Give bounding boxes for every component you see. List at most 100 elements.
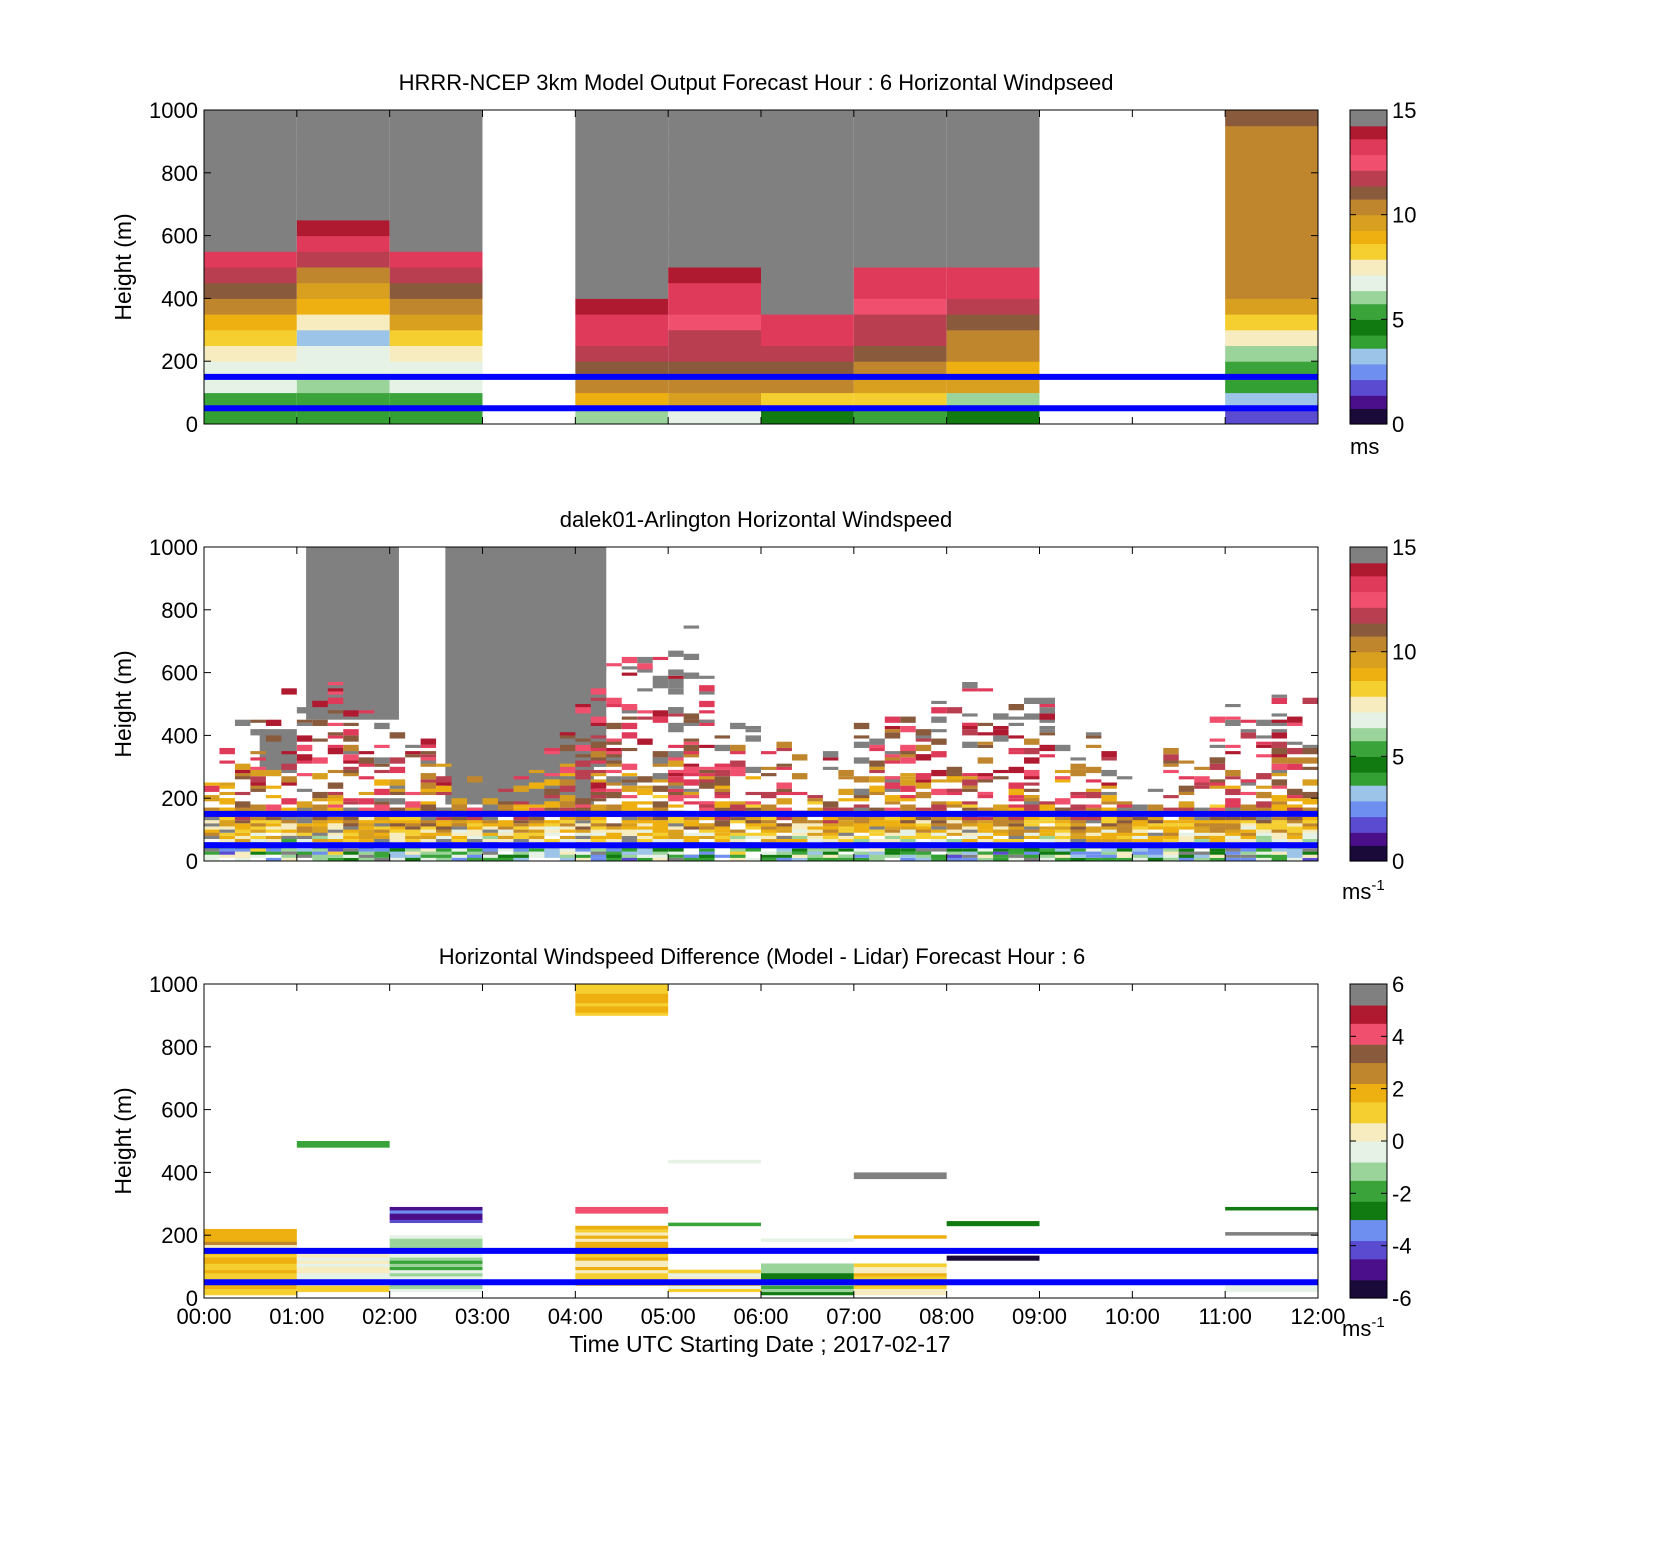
- heatmap-cell: [884, 760, 901, 764]
- heatmap-cell: [1271, 823, 1288, 827]
- colorbar-swatch: [1350, 376, 1387, 381]
- heatmap-cell: [575, 172, 669, 189]
- heatmap-cell: [652, 820, 669, 827]
- heatmap-cell: [761, 1288, 854, 1293]
- colorbar-swatch: [1350, 384, 1387, 388]
- heatmap-cell: [900, 757, 916, 764]
- heatmap-cell: [699, 710, 715, 714]
- heatmap-cell: [1302, 779, 1318, 786]
- heatmap-cell: [853, 857, 870, 861]
- heatmap-cell: [1024, 782, 1040, 786]
- heatmap-cell: [699, 801, 715, 805]
- heatmap-cell: [1039, 744, 1055, 748]
- heatmap-cell: [575, 826, 591, 830]
- heatmap-cell: [544, 826, 560, 830]
- heatmap-cell: [467, 807, 483, 811]
- heatmap-cell: [374, 851, 390, 858]
- heatmap-cell: [884, 754, 901, 758]
- x-tick-label: 05:00: [641, 1304, 696, 1329]
- heatmap-cell: [668, 669, 684, 676]
- heatmap-cell: [606, 722, 622, 730]
- heatmap-cell: [761, 188, 854, 205]
- heatmap-cell: [1209, 782, 1226, 786]
- colorbar-tick-label: -4: [1392, 1234, 1412, 1259]
- heatmap-cell: [296, 1263, 390, 1267]
- colorbar-swatch: [1350, 761, 1387, 765]
- colorbar-swatch: [1350, 714, 1387, 718]
- heatmap-cell: [389, 235, 483, 252]
- colorbar-swatch: [1350, 188, 1387, 192]
- heatmap-cell: [420, 817, 437, 821]
- heatmap-cell: [1302, 807, 1318, 811]
- heatmap-cell: [1101, 751, 1117, 758]
- heatmap-cell: [312, 820, 328, 824]
- colorbar-swatch: [1350, 1002, 1387, 1006]
- heatmap-cell: [327, 697, 344, 704]
- heatmap-cell: [853, 722, 870, 730]
- colorbar-swatch: [1350, 1112, 1387, 1116]
- colorbar-swatch: [1350, 845, 1387, 849]
- heatmap-cell: [575, 738, 591, 742]
- y-tick-label: 1000: [149, 98, 198, 123]
- heatmap-cell: [962, 829, 978, 833]
- heatmap-cell: [389, 251, 483, 268]
- heatmap-cell: [946, 408, 1040, 424]
- heatmap-cell: [683, 832, 700, 836]
- colorbar-swatch: [1350, 795, 1387, 799]
- heatmap-cell: [343, 729, 359, 736]
- colorbar-swatch: [1350, 1287, 1387, 1291]
- colorbar-swatch: [1350, 219, 1387, 224]
- heatmap-cell: [389, 267, 483, 284]
- heatmap-cell: [250, 769, 266, 777]
- colorbar-swatch: [1350, 1130, 1387, 1134]
- colorbar-swatch: [1350, 1290, 1387, 1294]
- heatmap-cell: [761, 857, 777, 861]
- colorbar-swatch: [1350, 136, 1387, 140]
- x-ticks: [203, 110, 1319, 424]
- colorbar-swatch: [1350, 1025, 1387, 1030]
- heatmap-cell: [1271, 839, 1288, 843]
- colorbar-swatch: [1350, 178, 1387, 182]
- heatmap-cell: [761, 851, 777, 855]
- heatmap-cell: [962, 779, 978, 786]
- heatmap-cell: [575, 141, 669, 158]
- heatmap-cell: [544, 801, 560, 808]
- x-axis-label: Time UTC Starting Date ; 2017-02-17: [569, 1331, 950, 1357]
- heatmap-cell: [389, 807, 406, 811]
- heatmap-cell: [637, 832, 653, 836]
- heatmap-cell: [946, 110, 1040, 127]
- heatmap-cell: [405, 744, 421, 748]
- heatmap-cell: [389, 219, 483, 237]
- heatmap-cell: [296, 392, 390, 409]
- heatmap-cell: [761, 751, 777, 755]
- heatmap-cell: [1101, 807, 1117, 811]
- colorbar-swatch: [1350, 230, 1387, 234]
- heatmap-cell: [575, 251, 669, 268]
- colorbar-swatch: [1350, 319, 1387, 323]
- colorbar-swatch: [1350, 813, 1387, 818]
- heatmap-cell: [219, 832, 235, 836]
- heatmap-cell: [405, 751, 421, 755]
- colorbar-swatch: [1350, 727, 1387, 731]
- heatmap-cell: [312, 719, 328, 726]
- x-tick-label: 10:00: [1105, 1304, 1160, 1329]
- heatmap-cell: [1225, 804, 1241, 808]
- heatmap-cell: [281, 751, 297, 755]
- colorbar-swatch: [1350, 1012, 1387, 1016]
- heatmap-cell: [559, 744, 576, 752]
- colorbar-swatch: [1350, 1041, 1387, 1045]
- colorbar-swatch: [1350, 764, 1387, 768]
- heatmap-cell: [977, 744, 994, 748]
- colorbar-swatch: [1350, 672, 1387, 676]
- heatmap-cell: [204, 188, 297, 205]
- heatmap-cell: [1256, 832, 1272, 836]
- colorbar-swatch: [1350, 369, 1387, 373]
- colorbar-swatch: [1350, 387, 1387, 391]
- heatmap-cell: [946, 361, 1040, 378]
- heatmap-cell: [838, 807, 854, 811]
- heatmap-cell: [1225, 392, 1318, 409]
- heatmap-cell: [853, 788, 870, 792]
- heatmap-cell: [1116, 839, 1133, 843]
- heatmap-cell: [559, 785, 576, 789]
